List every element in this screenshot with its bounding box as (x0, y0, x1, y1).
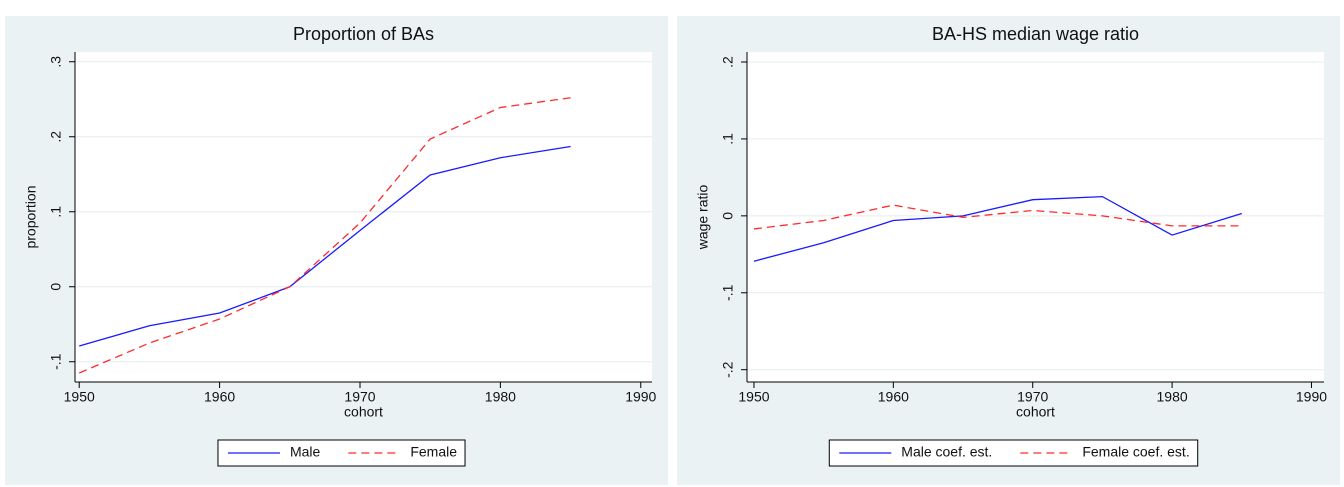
y-tick-label: .1 (48, 206, 64, 218)
y-tick-label: .1 (720, 133, 736, 145)
legend-label: Male coef. est. (901, 444, 992, 460)
y-tick-label: .2 (720, 56, 736, 68)
x-tick-label: 1980 (1157, 389, 1188, 405)
legend-label: Male (290, 444, 321, 460)
x-tick-label: 1950 (738, 389, 769, 405)
legend-box (217, 439, 466, 467)
x-tick-label: 1990 (625, 389, 656, 405)
y-tick-label: -.1 (48, 353, 64, 370)
y-tick-label: -.2 (720, 361, 736, 378)
x-axis-title: cohort (344, 404, 383, 420)
y-tick-label: 0 (48, 283, 64, 291)
series-line (753, 195, 1242, 262)
x-tick-label: 1970 (1017, 389, 1048, 405)
x-tick-label: 1960 (878, 389, 909, 405)
y-axis-title: wage ratio (695, 184, 711, 250)
x-tick-label: 1990 (1296, 389, 1327, 405)
x-tick-label: 1950 (64, 389, 95, 405)
legend-label: Female coef. est. (1082, 444, 1189, 460)
y-tick-label: 0 (720, 212, 736, 220)
y-tick-label: .2 (48, 131, 64, 143)
y-tick-label: -.1 (720, 284, 736, 301)
x-tick-label: 1970 (344, 389, 375, 405)
chart-title: Proportion of BAs (293, 24, 434, 44)
x-axis-title: cohort (1016, 404, 1055, 420)
legend: Male coef. est. Female coef. est. (828, 439, 1199, 467)
legend: Male Female (217, 439, 466, 467)
plot-area (75, 52, 652, 382)
series-line (79, 145, 571, 347)
plot-area (747, 52, 1324, 382)
legend-label: Female (410, 444, 457, 460)
x-tick-label: 1960 (204, 389, 235, 405)
y-axis-title: proportion (23, 185, 39, 248)
chart-panel: BA-HS median wage ratio -.2 -.1 0 .1 .2 1950 19… (677, 16, 1340, 485)
series-line (753, 204, 1242, 230)
chart-panel: Proportion of BAs -.1 0 .1 .2 .3 1950 1960 1970 1… (5, 16, 668, 485)
series-line (78, 97, 571, 374)
y-tick-label: .3 (48, 56, 64, 68)
chart-title: BA-HS median wage ratio (932, 24, 1139, 44)
x-tick-label: 1980 (485, 389, 516, 405)
